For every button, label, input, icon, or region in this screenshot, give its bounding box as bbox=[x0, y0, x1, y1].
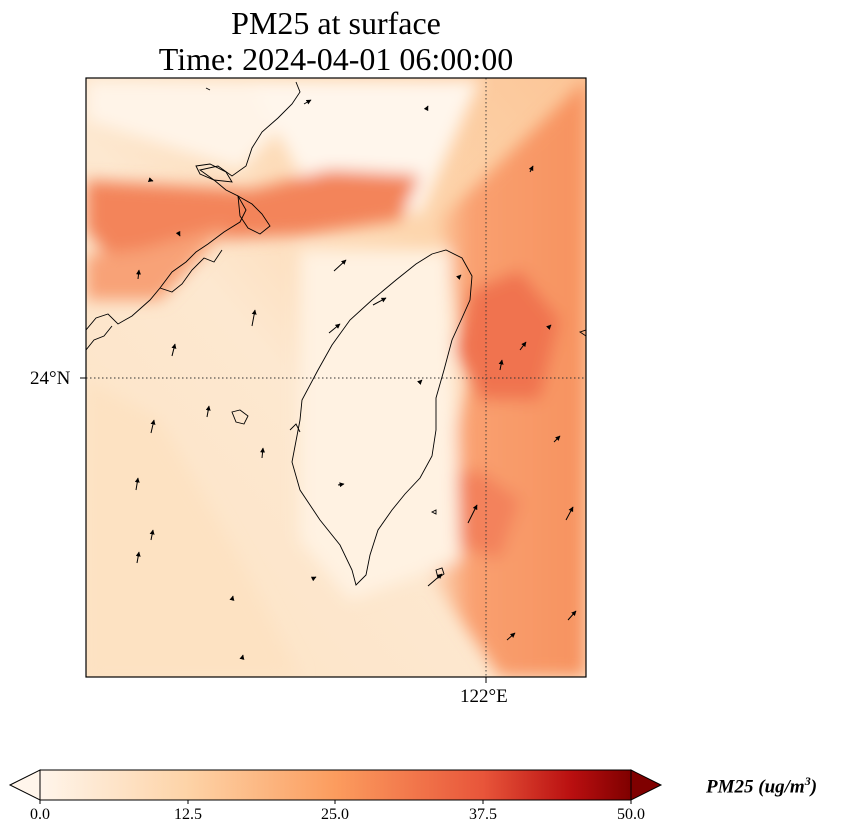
colorbar-gradient bbox=[39, 769, 632, 801]
colorbar-tick-label: 37.5 bbox=[469, 806, 497, 823]
colorbar-tick-label: 50.0 bbox=[617, 806, 645, 823]
map-time: Time: 2024-04-01 06:00:00 bbox=[158, 41, 514, 77]
concentration-field bbox=[86, 78, 586, 677]
colorbar-min-extend bbox=[8, 769, 41, 801]
coastline bbox=[86, 81, 586, 586]
colorbar-tick-label: 12.5 bbox=[174, 806, 202, 823]
lat-tick-label: 24°N bbox=[30, 368, 71, 389]
pm25-map bbox=[80, 77, 587, 683]
colorbar-label: PM25 (ug/m3) bbox=[706, 774, 818, 798]
colorbar-tick-label: 0.0 bbox=[30, 806, 50, 823]
colorbar-max-extend bbox=[630, 769, 663, 801]
wind-vectors bbox=[134, 99, 577, 660]
map-title: PM25 at surface bbox=[231, 5, 441, 41]
lon-tick-label: 122°E bbox=[460, 686, 508, 707]
colorbar-tick-label: 25.0 bbox=[321, 806, 349, 823]
colorbar bbox=[8, 769, 663, 804]
